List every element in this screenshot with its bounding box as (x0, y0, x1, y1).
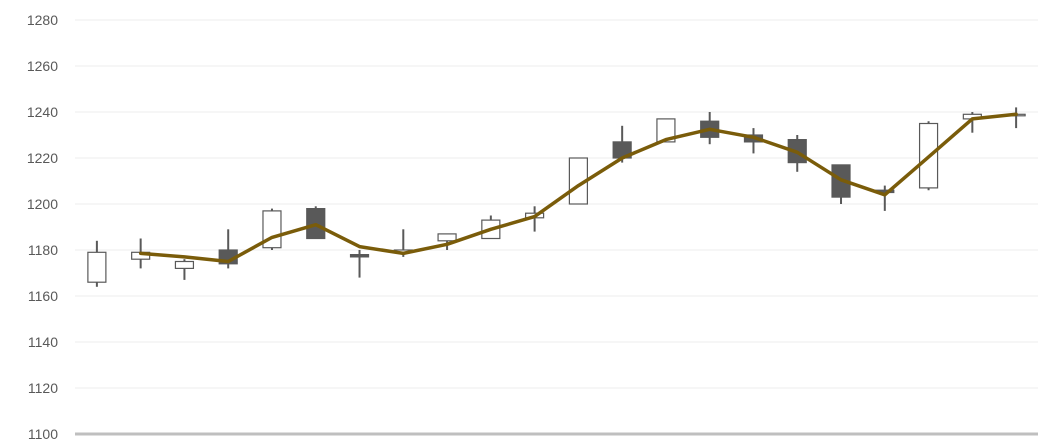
y-tick-label: 1100 (28, 426, 58, 442)
gridlines (75, 19, 1038, 389)
candle-body-down (349, 254, 370, 258)
candle (437, 233, 457, 250)
y-tick-label: 1180 (28, 242, 58, 258)
y-tick-label: 1120 (28, 380, 58, 396)
average-line (138, 112, 1018, 264)
candle-body-up (656, 118, 676, 143)
candle (174, 259, 195, 280)
y-tick-label: 1260 (27, 58, 58, 74)
y-tick-label: 1160 (28, 288, 58, 304)
y-tick-label: 1220 (27, 150, 58, 166)
y-tick-label: 1140 (28, 334, 58, 350)
candle (306, 206, 326, 240)
candle (87, 240, 107, 287)
candle-body-up (437, 233, 457, 242)
y-tick-label: 1240 (27, 104, 58, 120)
y-tick-label: 1200 (27, 196, 58, 212)
candle (349, 250, 370, 278)
y-tick-label: 1280 (27, 12, 58, 28)
candle (262, 208, 282, 250)
y-axis-tick-labels: 1100 1120 1140 1160 1180 1200 1220 1240 1260 1280 (27, 12, 58, 442)
average-line-layer (138, 112, 1018, 264)
candle (1006, 107, 1026, 129)
candle (656, 118, 676, 143)
candle-body-up (174, 260, 195, 270)
candle-body-up (87, 251, 107, 283)
candle (831, 164, 851, 204)
candles (87, 107, 1026, 287)
